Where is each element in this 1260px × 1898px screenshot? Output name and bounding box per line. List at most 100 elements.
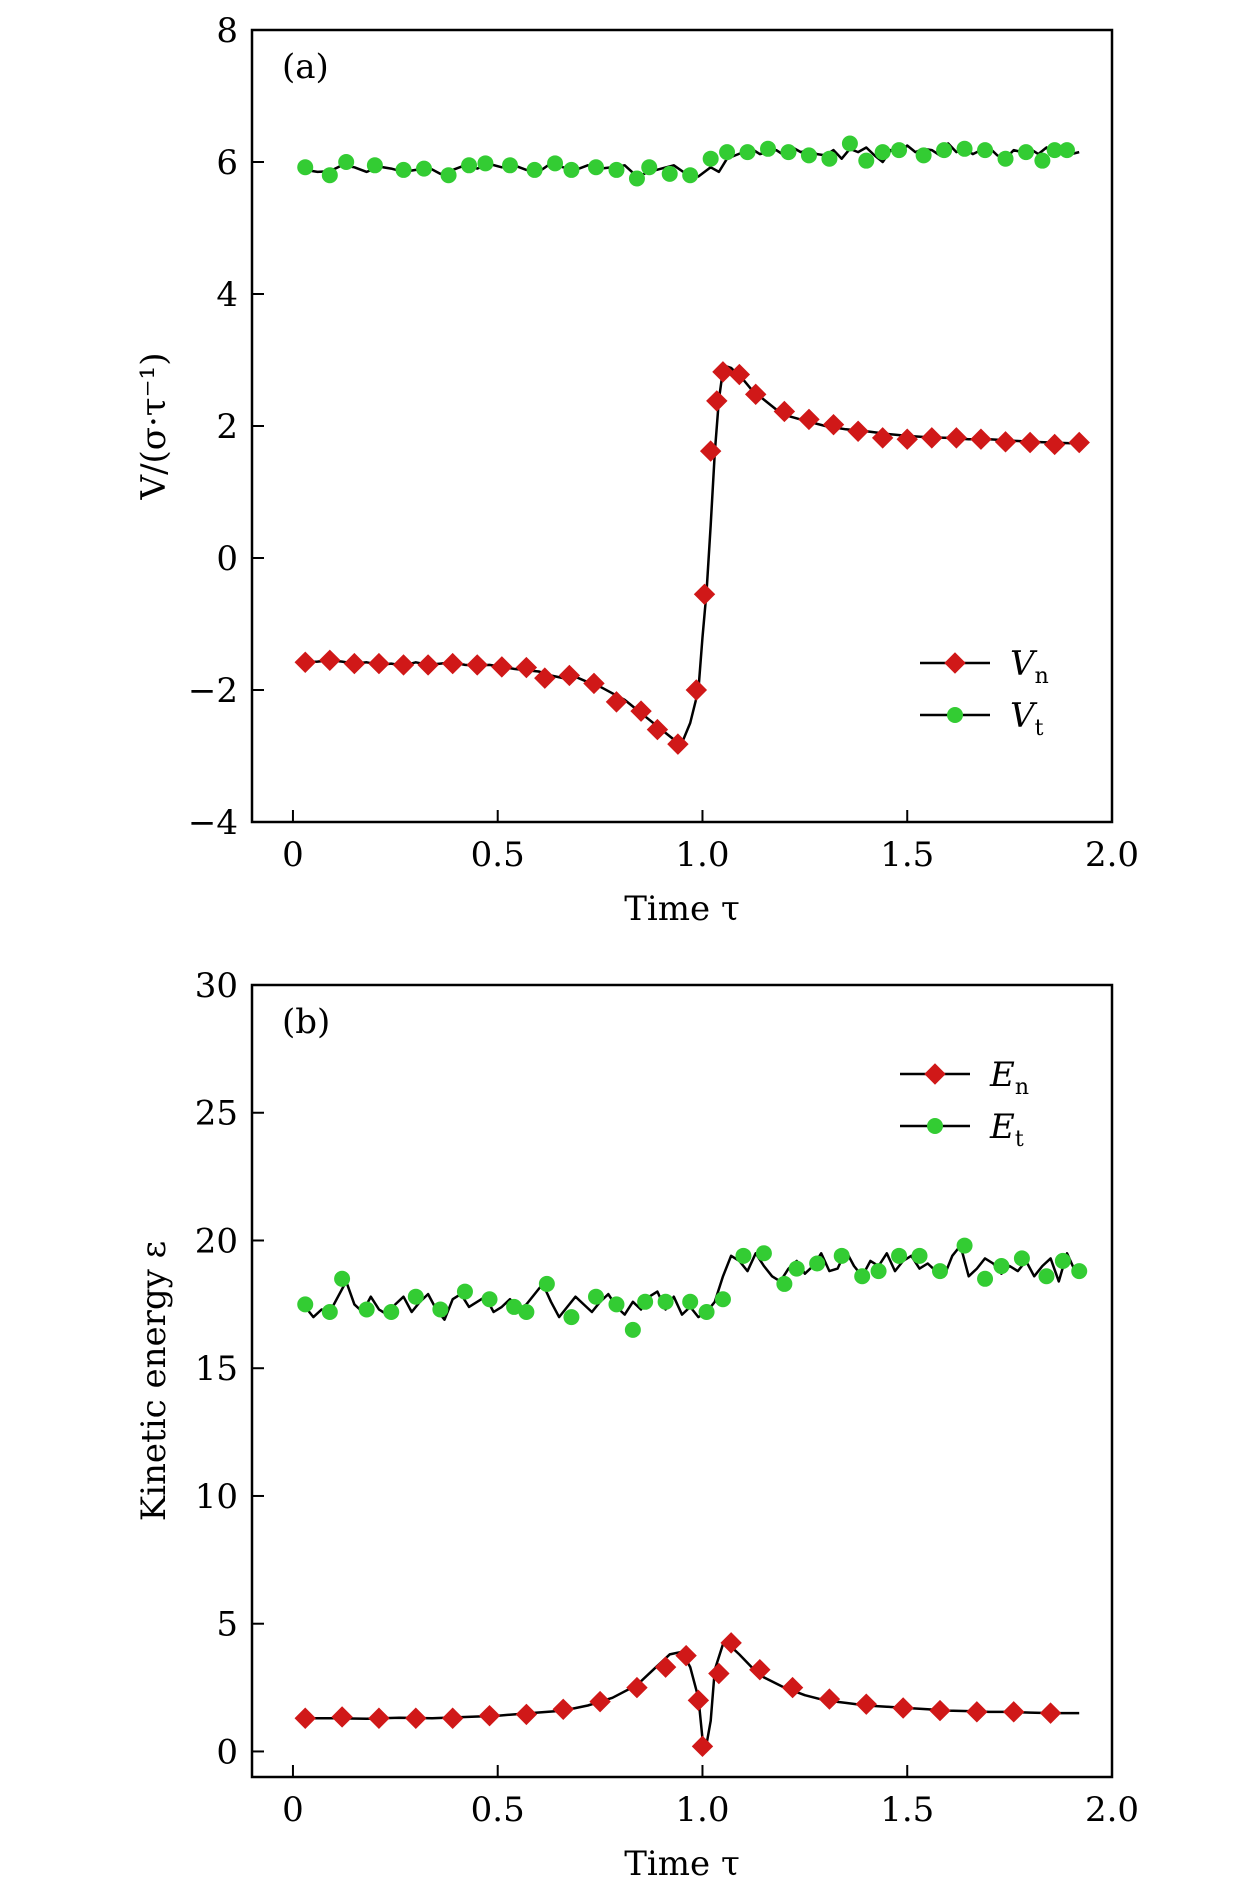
legend-marker	[924, 1063, 946, 1085]
y-tick-label: 5	[216, 1605, 238, 1645]
series-vt	[297, 135, 1080, 187]
data-point	[749, 1658, 771, 1681]
x-tick-label: 1.5	[880, 835, 934, 875]
data-point	[563, 1309, 580, 1326]
data-point	[755, 1245, 772, 1262]
data-point	[506, 1298, 523, 1315]
data-point	[776, 1275, 793, 1292]
x-tick-label: 0	[282, 1790, 304, 1830]
legend-marker	[947, 707, 963, 723]
panel-b: 0 5 10 15 20 25 30 0 0.5 1.0 1.5 2.0 Time τ Kinetic e…	[134, 966, 1139, 1884]
data-point	[552, 1698, 574, 1721]
data-point	[319, 649, 341, 672]
y-axis-label: V/(σ·τ⁻¹)	[134, 353, 174, 501]
data-point	[699, 440, 722, 462]
data-point	[945, 427, 968, 449]
data-point	[970, 428, 992, 450]
data-point	[1038, 1268, 1055, 1285]
x-tick-label: 2.0	[1085, 1790, 1139, 1830]
data-point	[871, 427, 894, 449]
data-point	[392, 654, 415, 676]
data-point	[788, 1260, 805, 1277]
data-point	[892, 1697, 914, 1719]
data-point	[911, 1247, 928, 1264]
data-point	[368, 1707, 390, 1729]
data-point	[891, 1247, 908, 1264]
y-tick-label: 6	[216, 143, 238, 183]
data-point	[1068, 431, 1090, 454]
data-point	[915, 147, 932, 164]
data-point	[608, 1296, 625, 1313]
data-point	[630, 700, 652, 722]
data-point	[456, 1283, 473, 1300]
data-point	[1039, 1702, 1062, 1724]
legend-marker	[927, 1118, 943, 1134]
data-point	[841, 135, 858, 152]
data-point	[780, 144, 797, 161]
data-point	[534, 667, 556, 689]
data-point	[714, 1291, 731, 1308]
data-point	[368, 652, 390, 675]
data-point	[641, 159, 658, 176]
legend-entry: En	[900, 1055, 1029, 1100]
legend-symbol: E	[989, 1055, 1015, 1095]
data-point	[1046, 142, 1063, 159]
data-point	[294, 651, 316, 673]
data-point	[383, 1304, 400, 1321]
data-point	[720, 1632, 742, 1654]
y-tick-label: 30	[195, 966, 238, 1006]
x-tick-label: 0	[282, 835, 304, 875]
panel-label: (b)	[282, 1002, 330, 1042]
data-point	[628, 170, 645, 187]
y-tick-label: 25	[195, 1094, 238, 1134]
data-point	[833, 1247, 850, 1264]
data-point	[588, 159, 604, 176]
data-point	[294, 1707, 316, 1729]
panel-label: (a)	[282, 47, 329, 87]
y-tick-label: 0	[216, 1732, 238, 1772]
y-tick-label: 0	[216, 539, 238, 579]
legend-subscript: n	[1015, 1075, 1029, 1100]
data-point	[547, 155, 564, 172]
data-point	[358, 1301, 375, 1318]
data-point	[526, 161, 543, 178]
legend-symbol: V	[1010, 644, 1038, 684]
data-point	[993, 1258, 1010, 1275]
data-point	[929, 1699, 951, 1722]
data-point	[478, 1704, 501, 1727]
series-et	[297, 1237, 1088, 1338]
data-point	[675, 1644, 697, 1667]
data-point	[712, 361, 734, 383]
data-point	[515, 1703, 538, 1726]
data-point	[1019, 431, 1041, 454]
data-point	[1058, 142, 1075, 159]
data-point	[297, 1296, 314, 1313]
data-point	[538, 1275, 555, 1292]
data-point	[773, 400, 796, 423]
legend-entry: Vt	[920, 696, 1044, 741]
data-point	[936, 142, 953, 159]
data-point	[334, 1270, 351, 1287]
data-point	[997, 150, 1014, 167]
data-point	[588, 1288, 604, 1305]
data-point	[1013, 1250, 1030, 1267]
data-point	[1018, 144, 1034, 161]
data-point	[481, 1291, 498, 1308]
data-point	[956, 1237, 973, 1254]
y-tick-label: 8	[216, 11, 238, 51]
data-point	[589, 1690, 611, 1713]
data-point	[798, 408, 820, 431]
y-tick-label: −2	[188, 671, 238, 711]
legend-subscript: n	[1035, 664, 1049, 689]
y-axis-label: Kinetic energy ε	[134, 1241, 174, 1521]
data-point	[858, 152, 875, 169]
y-tick-label: 20	[195, 1221, 238, 1261]
data-point	[441, 1707, 464, 1729]
legend-symbol: V	[1010, 696, 1038, 736]
legend-marker	[944, 652, 966, 674]
data-point	[682, 1293, 699, 1310]
data-point	[626, 1676, 648, 1699]
y-tick-label: −4	[188, 803, 238, 843]
data-point	[682, 167, 699, 184]
